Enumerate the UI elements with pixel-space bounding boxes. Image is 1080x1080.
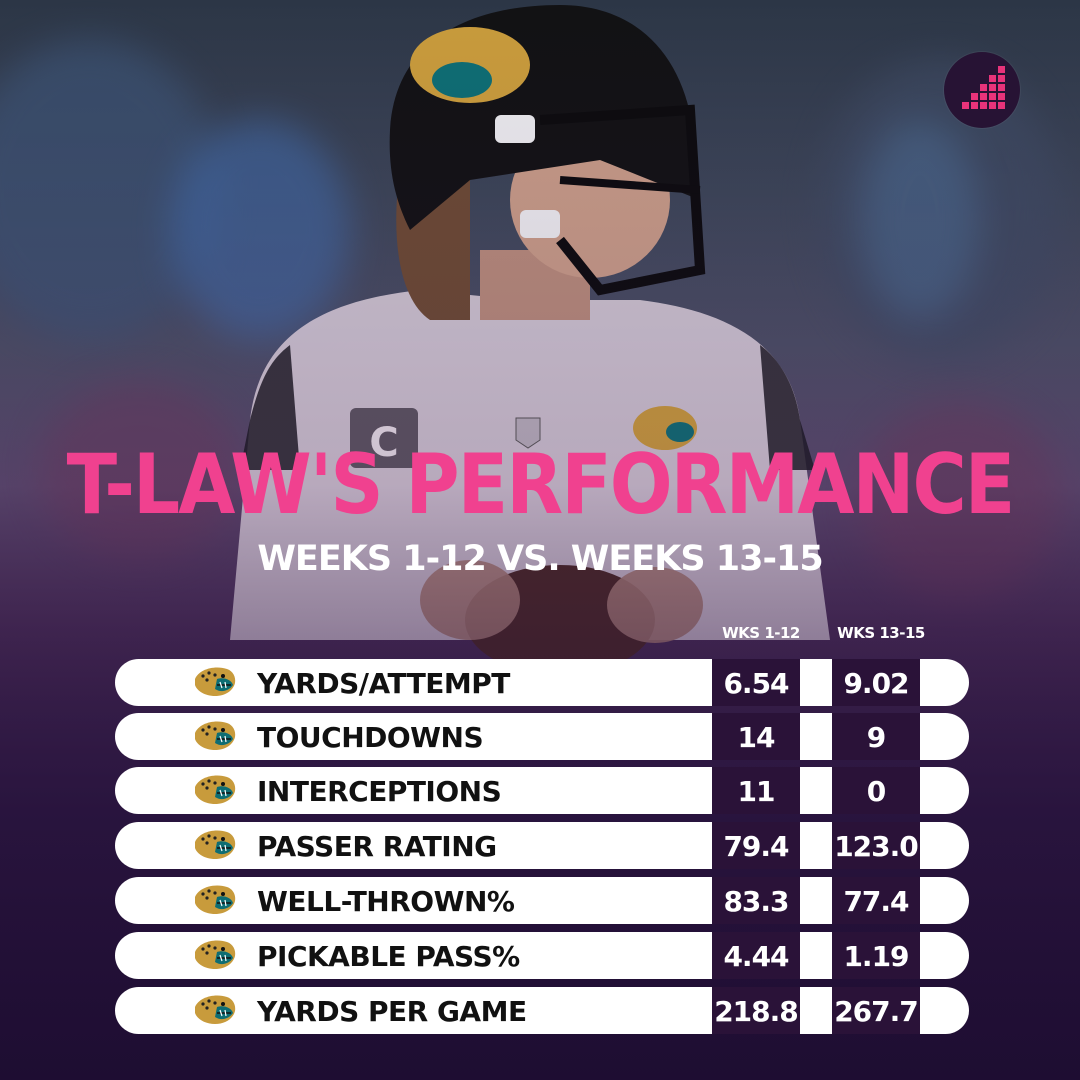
team-badge	[193, 773, 237, 807]
brand-logo	[944, 52, 1020, 128]
bar-steps-logo-icon	[962, 66, 1005, 109]
jaguar-logo-icon	[195, 721, 236, 750]
stat-value-weeks-1-12: 83.3	[712, 877, 800, 924]
stat-row: YARDS PER GAME 218.8 267.7	[115, 987, 969, 1034]
jaguar-logo-icon	[195, 667, 236, 696]
stat-label: WELL-THROWN%	[257, 885, 515, 918]
column-header-weeks-1-12: WKS 1-12	[722, 624, 800, 642]
page-subtitle: WEEKS 1-12 VS. WEEKS 13-15	[257, 539, 823, 579]
jaguar-logo-icon	[195, 885, 236, 914]
stat-value-weeks-13-15: 0	[832, 767, 920, 814]
jaguar-logo-icon	[195, 830, 236, 859]
stat-value-weeks-13-15: 123.0	[832, 822, 920, 869]
team-badge	[193, 828, 237, 862]
stat-label: YARDS/ATTEMPT	[257, 667, 510, 700]
stat-row: WELL-THROWN% 83.3 77.4	[115, 877, 969, 924]
stat-value-weeks-1-12: 11	[712, 767, 800, 814]
team-badge	[193, 993, 237, 1027]
stat-label: INTERCEPTIONS	[257, 775, 502, 808]
stat-row: YARDS/ATTEMPT 6.54 9.02	[115, 659, 969, 706]
stat-value-weeks-13-15: 77.4	[832, 877, 920, 924]
stat-value-weeks-1-12: 218.8	[712, 987, 800, 1034]
stat-label: PICKABLE PASS%	[257, 940, 520, 973]
stat-value-weeks-1-12: 4.44	[712, 932, 800, 979]
team-badge	[193, 938, 237, 972]
stat-row: PICKABLE PASS% 4.44 1.19	[115, 932, 969, 979]
team-badge	[193, 665, 237, 699]
stat-value-weeks-13-15: 9	[832, 713, 920, 760]
stat-label: YARDS PER GAME	[257, 995, 527, 1028]
stat-label: TOUCHDOWNS	[257, 721, 484, 754]
jaguar-logo-icon	[195, 775, 236, 804]
stat-value-weeks-13-15: 1.19	[832, 932, 920, 979]
column-header-weeks-13-15: WKS 13-15	[837, 624, 925, 642]
stat-row: PASSER RATING 79.4 123.0	[115, 822, 969, 869]
stat-label: PASSER RATING	[257, 830, 497, 863]
jaguar-logo-icon	[195, 940, 236, 969]
team-badge	[193, 883, 237, 917]
stat-value-weeks-1-12: 79.4	[712, 822, 800, 869]
jaguar-logo-icon	[195, 995, 236, 1024]
stat-value-weeks-13-15: 267.7	[832, 987, 920, 1034]
team-badge	[193, 719, 237, 753]
stat-row: INTERCEPTIONS 11 0	[115, 767, 969, 814]
stat-value-weeks-1-12: 14	[712, 713, 800, 760]
page-title: T-LAW'S PERFORMANCE	[66, 436, 1016, 534]
stat-value-weeks-1-12: 6.54	[712, 659, 800, 706]
stat-value-weeks-13-15: 9.02	[832, 659, 920, 706]
stat-row: TOUCHDOWNS 14 9	[115, 713, 969, 760]
